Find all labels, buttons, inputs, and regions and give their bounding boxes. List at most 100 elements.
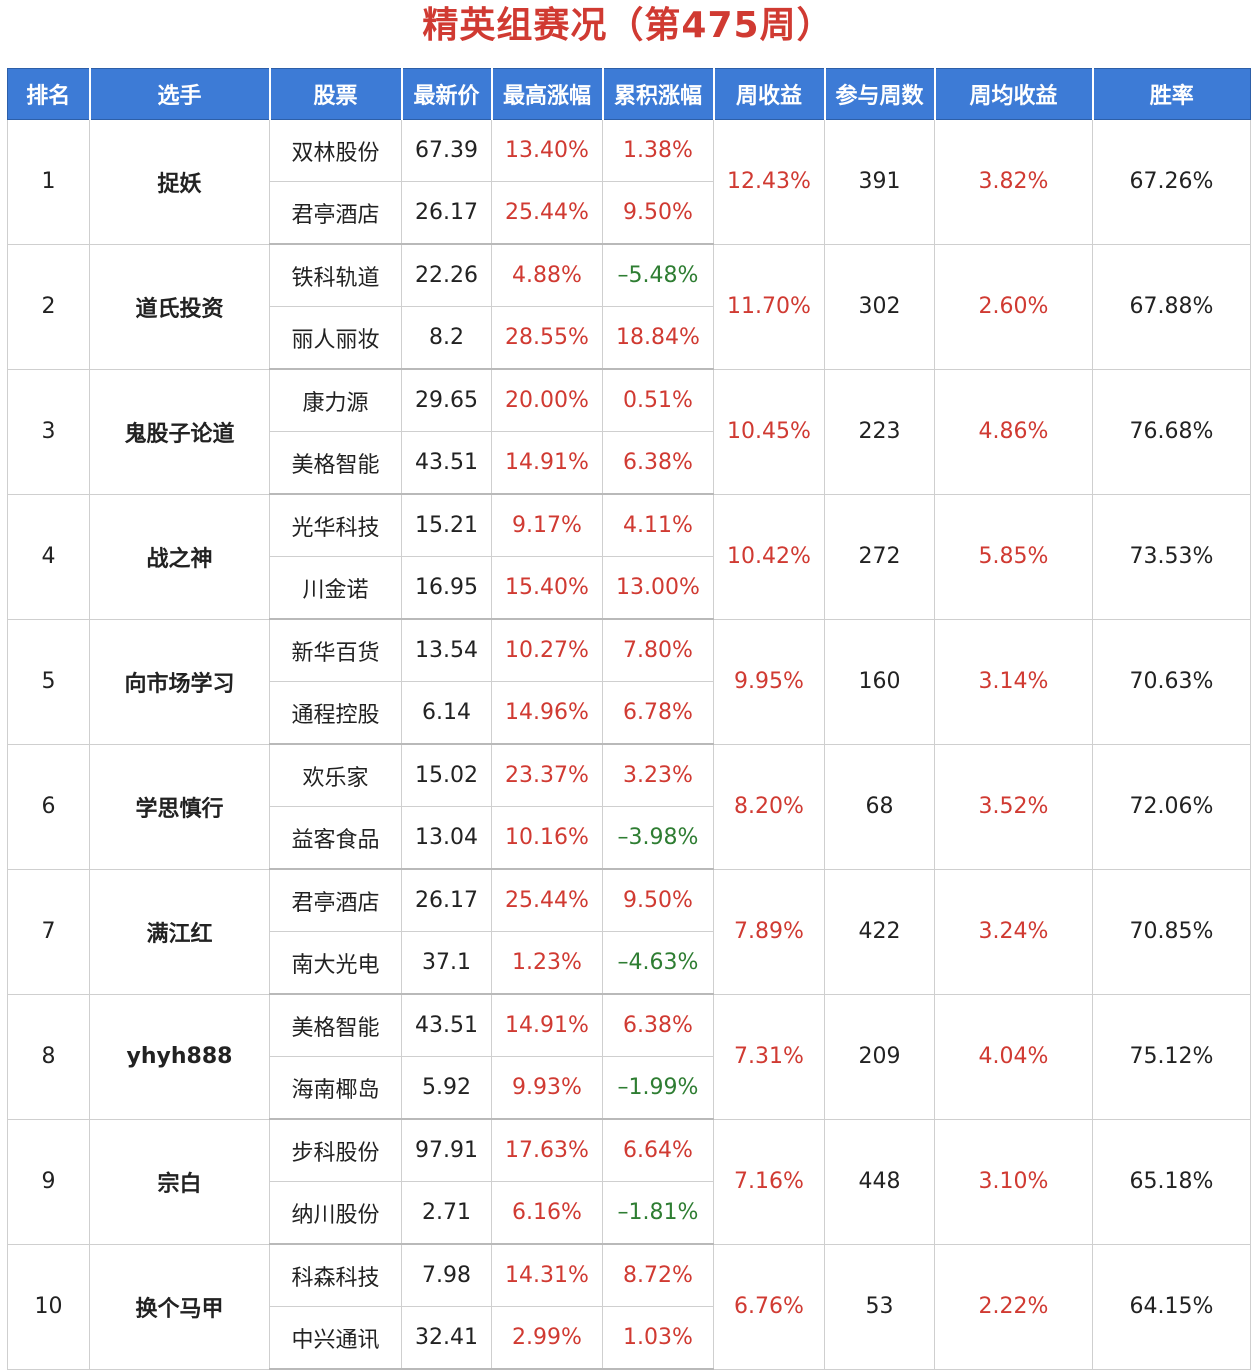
stock-link[interactable]: 川金诺	[269, 556, 402, 620]
rank-cell: 5	[7, 618, 90, 745]
win-rate-cell: 76.68%	[1092, 368, 1251, 495]
column-header-player: 选手	[89, 68, 271, 120]
weeks-cell: 391	[824, 119, 935, 245]
stock-link[interactable]: 步科股份	[269, 1118, 402, 1182]
stock-link[interactable]: 南大光电	[269, 931, 402, 995]
table-row: 美格智能 43.51 14.91% 6.38%	[8, 431, 1251, 495]
weekly-return-cell: 7.16%	[713, 1118, 825, 1245]
column-header-price: 最新价	[401, 68, 493, 120]
stock-link[interactable]: 美格智能	[269, 993, 402, 1057]
weeks-cell: 448	[824, 1118, 935, 1245]
max-gain-cell: 2.99%	[491, 1306, 603, 1370]
player-link[interactable]: 道氏投资	[89, 243, 270, 370]
rank-cell: 4	[7, 493, 90, 620]
price-cell: 97.91	[401, 1118, 492, 1182]
avg-return-cell: 3.10%	[934, 1118, 1093, 1245]
cum-gain-cell: 7.80%	[602, 618, 714, 682]
table-row: 5 向市场学习 新华百货 13.54 10.27% 7.80% 9.95% 160 3.14% 7…	[7, 618, 1251, 745]
cum-gain-cell: 13.00%	[602, 556, 714, 620]
price-cell: 29.65	[401, 368, 492, 432]
table-row: 南大光电 37.1 1.23% –4.63%	[8, 931, 1251, 995]
weeks-cell: 160	[824, 618, 935, 745]
cum-gain-cell: –1.99%	[602, 1056, 714, 1120]
weeks-cell: 223	[824, 368, 935, 495]
player-link[interactable]: 捉妖	[89, 119, 270, 245]
stock-link[interactable]: 君亭酒店	[269, 181, 402, 245]
stock-link[interactable]: 科森科技	[269, 1243, 402, 1307]
table-row: 10 换个马甲 科森科技 7.98 14.31% 8.72% 6.76% 53 2.22% 64.…	[7, 1243, 1251, 1370]
player-link[interactable]: 向市场学习	[89, 618, 270, 745]
stock-link[interactable]: 康力源	[269, 368, 402, 432]
weekly-return-cell: 7.89%	[713, 868, 825, 995]
cum-gain-cell: 6.78%	[602, 681, 714, 745]
win-rate-cell: 67.88%	[1092, 243, 1251, 370]
cum-gain-cell: 1.38%	[602, 119, 714, 182]
column-header-weeks: 参与周数	[824, 68, 936, 120]
rank-cell: 9	[7, 1118, 90, 1245]
rank-cell: 7	[7, 868, 90, 995]
player-link[interactable]: 学思慎行	[89, 743, 270, 870]
avg-return-cell: 4.86%	[934, 368, 1093, 495]
stock-link[interactable]: 新华百货	[269, 618, 402, 682]
stock-link[interactable]: 益客食品	[269, 806, 402, 870]
max-gain-cell: 10.27%	[491, 618, 603, 682]
stock-link[interactable]: 丽人丽妆	[269, 306, 402, 370]
stock-link[interactable]: 双林股份	[269, 119, 402, 182]
max-gain-cell: 1.23%	[491, 931, 603, 995]
win-rate-cell: 73.53%	[1092, 493, 1251, 620]
stock-link[interactable]: 欢乐家	[269, 743, 402, 807]
avg-return-cell: 5.85%	[934, 493, 1093, 620]
table-row: 2 道氏投资 铁科轨道 22.26 4.88% –5.48% 11.70% 302 2.60% 6…	[7, 243, 1251, 370]
rank-cell: 8	[7, 993, 90, 1120]
table-row: 中兴通讯 32.41 2.99% 1.03%	[8, 1306, 1251, 1370]
price-cell: 5.92	[401, 1056, 492, 1120]
column-header-avg-return: 周均收益	[934, 68, 1094, 120]
weeks-cell: 209	[824, 993, 935, 1120]
avg-return-cell: 4.04%	[934, 993, 1093, 1120]
player-link[interactable]: 满江红	[89, 868, 270, 995]
table-row: 丽人丽妆 8.2 28.55% 18.84%	[8, 306, 1251, 370]
win-rate-cell: 70.63%	[1092, 618, 1251, 745]
avg-return-cell: 3.14%	[934, 618, 1093, 745]
win-rate-cell: 67.26%	[1092, 119, 1251, 245]
stock-link[interactable]: 美格智能	[269, 431, 402, 495]
price-cell: 7.98	[401, 1243, 492, 1307]
player-link[interactable]: 鬼股子论道	[89, 368, 270, 495]
stock-link[interactable]: 中兴通讯	[269, 1306, 402, 1370]
column-header-cum-gain: 累积涨幅	[602, 68, 715, 120]
player-link[interactable]: yhyh888	[89, 993, 270, 1120]
weekly-return-cell: 9.95%	[713, 618, 825, 745]
max-gain-cell: 14.91%	[491, 431, 603, 495]
price-cell: 26.17	[401, 868, 492, 932]
table-row: 4 战之神 光华科技 15.21 9.17% 4.11% 10.42% 272 5.85% 73.…	[7, 493, 1251, 620]
table-row: 9 宗白 步科股份 97.91 17.63% 6.64% 7.16% 448 3.10% 65.1…	[7, 1118, 1251, 1245]
column-header-rank: 排名	[7, 68, 91, 120]
cum-gain-cell: 9.50%	[602, 868, 714, 932]
player-link[interactable]: 宗白	[89, 1118, 270, 1245]
cum-gain-cell: 18.84%	[602, 306, 714, 370]
cum-gain-cell: 6.38%	[602, 993, 714, 1057]
win-rate-cell: 70.85%	[1092, 868, 1251, 995]
stock-link[interactable]: 君亭酒店	[269, 868, 402, 932]
stock-link[interactable]: 铁科轨道	[269, 243, 402, 307]
stock-link[interactable]: 纳川股份	[269, 1181, 402, 1245]
weeks-cell: 422	[824, 868, 935, 995]
stock-link[interactable]: 通程控股	[269, 681, 402, 745]
weeks-cell: 68	[824, 743, 935, 870]
table-row: 川金诺 16.95 15.40% 13.00%	[8, 556, 1251, 620]
player-link[interactable]: 换个马甲	[89, 1243, 270, 1370]
cum-gain-cell: 3.23%	[602, 743, 714, 807]
stock-link[interactable]: 海南椰岛	[269, 1056, 402, 1120]
ranking-table: 排名 选手 股票 最新价 最高涨幅 累积涨幅 周收益 参与周数 周均收益 胜率 …	[7, 68, 1251, 1370]
table-row: 通程控股 6.14 14.96% 6.78%	[8, 681, 1251, 745]
player-link[interactable]: 战之神	[89, 493, 270, 620]
page-title: 精英组赛况（第475周）	[422, 5, 834, 46]
win-rate-cell: 65.18%	[1092, 1118, 1251, 1245]
avg-return-cell: 3.52%	[934, 743, 1093, 870]
rank-cell: 10	[7, 1243, 90, 1370]
max-gain-cell: 20.00%	[491, 368, 603, 432]
table-row: 君亭酒店 26.17 25.44% 9.50%	[8, 181, 1251, 245]
max-gain-cell: 15.40%	[491, 556, 603, 620]
rank-cell: 2	[7, 243, 90, 370]
stock-link[interactable]: 光华科技	[269, 493, 402, 557]
